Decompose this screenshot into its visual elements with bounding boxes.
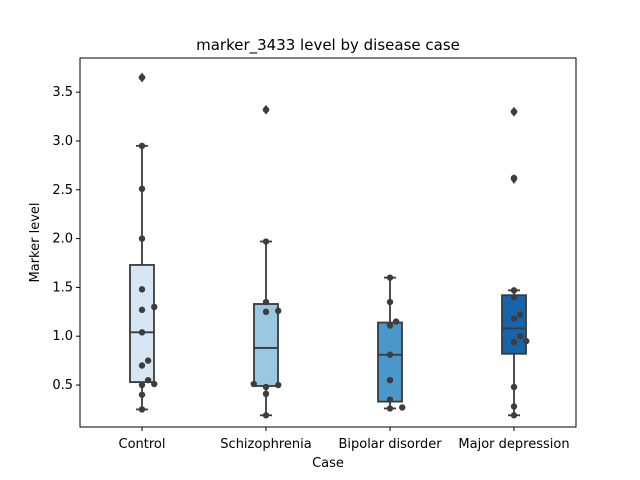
y-axis-label: Marker level	[28, 203, 43, 283]
data-point	[516, 333, 524, 340]
data-point	[392, 318, 400, 325]
x-tick-label: Bipolar disorder	[338, 437, 442, 452]
data-point	[138, 329, 146, 336]
data-point	[386, 396, 394, 403]
box-group	[253, 104, 279, 417]
x-tick-label: Major depression	[458, 437, 569, 452]
data-point	[262, 308, 270, 316]
y-tick-label: 3.5	[52, 85, 73, 100]
data-point	[138, 142, 146, 150]
data-point	[151, 303, 158, 311]
data-point	[510, 174, 518, 182]
box-iqr	[377, 321, 403, 403]
plot-marks	[129, 72, 530, 419]
x-axis-label: Case	[312, 456, 344, 471]
data-point	[386, 351, 394, 358]
y-axis: 0.5 1.0 1.5 2.0 2.5 3.0 3.5	[52, 85, 80, 393]
data-point	[386, 298, 394, 306]
data-point	[399, 404, 406, 411]
box-group	[377, 276, 403, 410]
data-point	[262, 390, 270, 398]
data-point	[386, 322, 394, 329]
data-point	[516, 311, 524, 318]
x-tick-label: Control	[119, 437, 166, 452]
swarm-group	[138, 74, 158, 413]
x-axis: Control Schizophrenia Bipolar disorder Majo…	[119, 427, 570, 452]
data-point	[275, 381, 282, 389]
data-point	[138, 406, 146, 413]
y-tick-label: 1.5	[52, 280, 73, 295]
data-point	[262, 298, 270, 306]
y-tick-label: 0.5	[52, 378, 73, 393]
data-point	[510, 338, 518, 346]
data-point	[138, 381, 146, 389]
y-tick-label: 2.0	[52, 232, 73, 247]
y-tick-label: 3.0	[52, 134, 73, 149]
data-point	[386, 405, 394, 412]
data-point	[138, 235, 146, 242]
data-point	[138, 362, 146, 369]
data-point	[510, 287, 518, 294]
y-tick-label: 2.5	[52, 183, 73, 198]
y-tick-label: 1.0	[52, 329, 73, 344]
data-point	[262, 238, 270, 245]
swarm-group	[386, 274, 406, 412]
data-point	[250, 380, 257, 388]
data-point	[510, 315, 518, 322]
data-point	[275, 307, 282, 315]
data-point	[138, 286, 146, 293]
data-point	[144, 376, 152, 384]
data-point	[138, 74, 146, 81]
x-tick-label: Schizophrenia	[220, 437, 311, 452]
data-point	[138, 185, 146, 193]
data-point	[386, 274, 394, 281]
data-point	[262, 412, 270, 419]
chart-title: marker_3433 level by disease case	[196, 36, 460, 55]
data-point	[262, 106, 270, 113]
plot-frame	[79, 57, 577, 428]
data-point	[510, 383, 518, 391]
data-point	[523, 337, 530, 345]
data-point	[510, 412, 518, 419]
data-point	[144, 357, 152, 364]
swarm-group	[510, 108, 530, 419]
data-point	[510, 293, 518, 301]
data-point	[510, 108, 518, 115]
data-point	[138, 391, 146, 398]
data-point	[262, 383, 270, 391]
data-point	[151, 380, 158, 388]
swarm-group	[250, 106, 282, 419]
data-point	[386, 376, 394, 384]
box-iqr	[253, 303, 279, 387]
data-point	[138, 306, 146, 314]
data-point	[510, 403, 518, 410]
box-group	[501, 106, 527, 417]
